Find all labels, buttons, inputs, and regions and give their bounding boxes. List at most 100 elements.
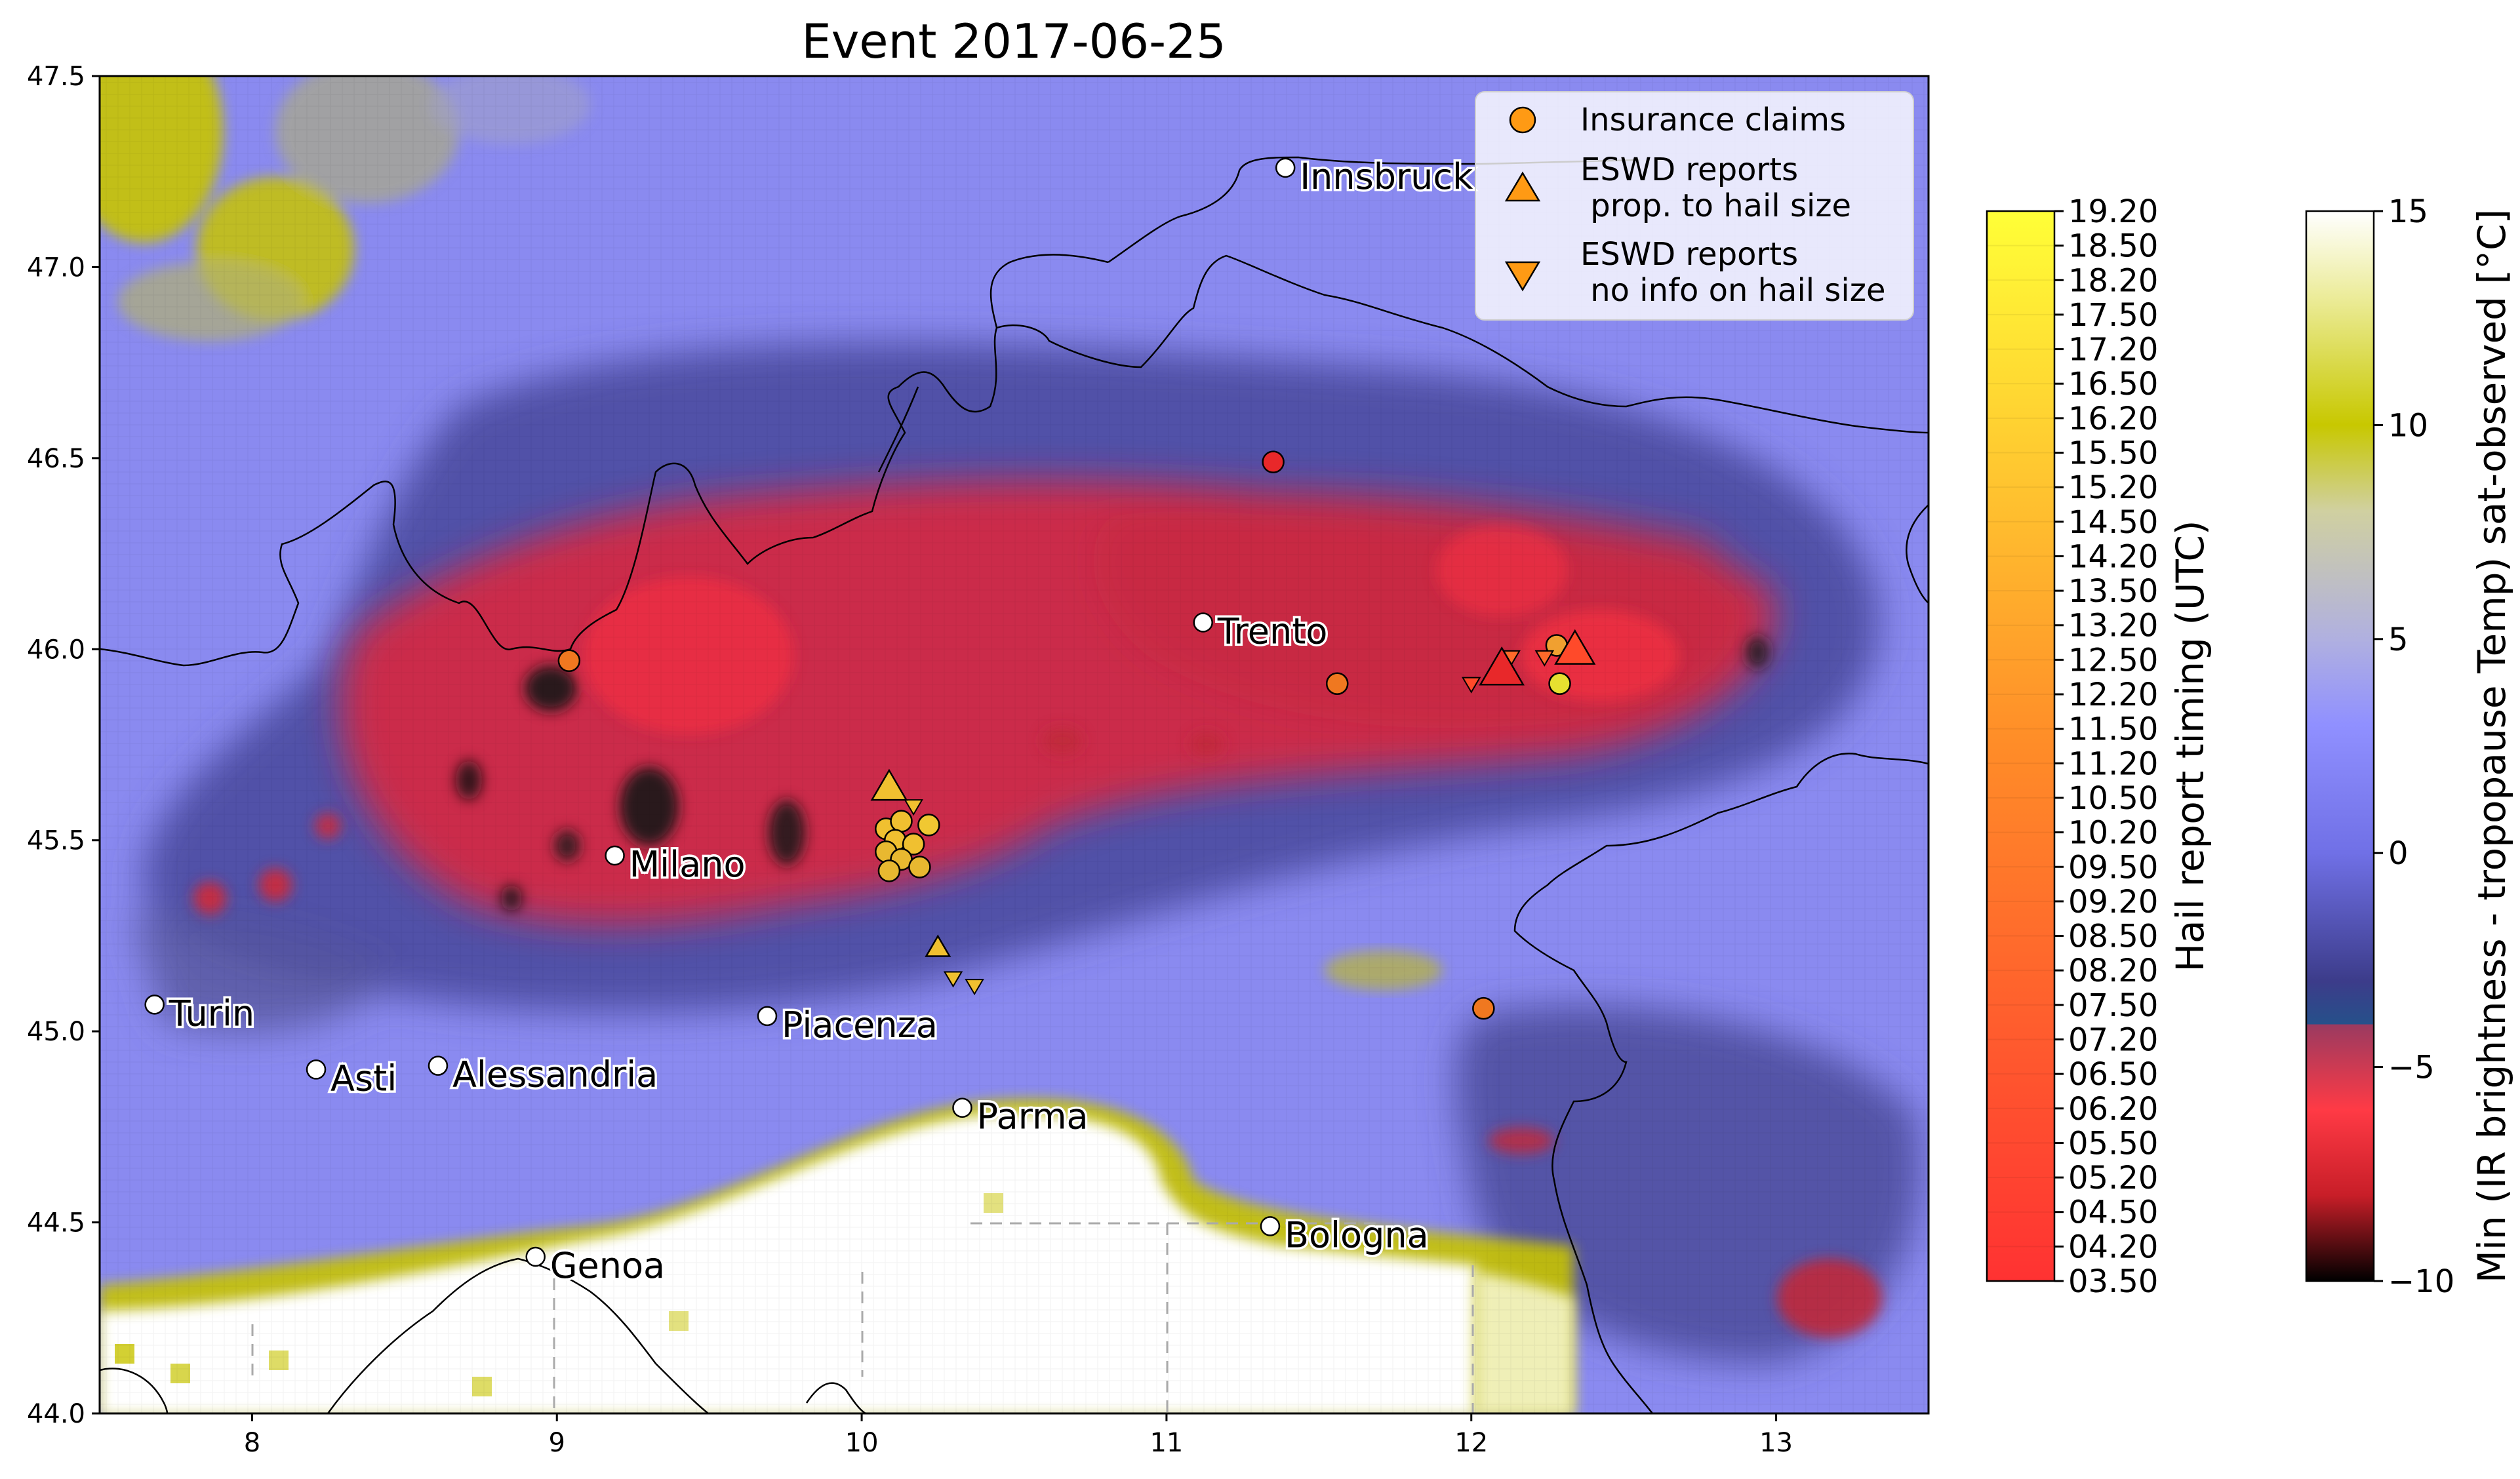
eswd-sized-marker	[1554, 629, 1596, 665]
temperature-colorbar-label: Min (IR brightness - tropopause Temp) sa…	[2470, 209, 2514, 1283]
legend-label-eswd-sized-line2: prop. to hail size	[1580, 187, 1851, 224]
x-tick-label: 8	[244, 1428, 260, 1458]
city-label: Asti	[330, 1057, 397, 1099]
timing-tick-label: 11.50	[2068, 711, 2158, 748]
insurance-claim-marker	[1472, 996, 1495, 1020]
eswd-sized-marker	[1479, 646, 1525, 686]
timing-tick-label: 07.50	[2068, 987, 2158, 1024]
city-label: Genoa	[550, 1245, 665, 1286]
x-tick-label: 12	[1454, 1428, 1488, 1458]
timing-tick-label: 10.50	[2068, 780, 2158, 817]
legend-triangle-up-marker	[1504, 171, 1541, 202]
insurance-claim-marker	[890, 810, 913, 833]
plot-frame	[98, 75, 1930, 1415]
city-label: Alessandria	[452, 1054, 658, 1095]
eswd-unsized-marker	[943, 971, 963, 988]
y-tick-label: 45.0	[27, 1017, 85, 1047]
insurance-claim-marker	[917, 814, 940, 837]
timing-tick-label: 10.20	[2068, 815, 2158, 852]
temp-tick-label: 15	[2388, 193, 2428, 230]
timing-tick-label: 08.50	[2068, 918, 2158, 955]
y-tick-label: 45.5	[27, 826, 85, 856]
y-tick-label: 47.0	[27, 252, 85, 283]
eswd-unsized-marker	[904, 799, 923, 816]
city-dot	[1275, 157, 1296, 178]
insurance-claim-marker	[1325, 672, 1349, 695]
city-label: Bologna	[1285, 1214, 1429, 1255]
timing-tick-label: 09.20	[2068, 884, 2158, 920]
timing-tick-label: 12.50	[2068, 642, 2158, 679]
timing-tick-label: 04.20	[2068, 1229, 2158, 1265]
legend-triangle-down-marker	[1504, 261, 1541, 292]
temperature-colorbar-gradient	[2306, 211, 2374, 1281]
timing-tick-label: 14.50	[2068, 504, 2158, 541]
y-tick-label: 44.0	[27, 1399, 85, 1429]
timing-tick-label: 15.20	[2068, 469, 2158, 506]
city-dot	[757, 1006, 778, 1027]
timing-tick-label: 06.20	[2068, 1091, 2158, 1128]
city-label: Turin	[169, 993, 254, 1034]
timing-colorbar-ticks: 19.2018.5018.2017.5017.2016.5016.2015.50…	[2054, 193, 2158, 1300]
chart-title: Event 2017-06-25	[801, 14, 1226, 69]
timing-colorbar: 19.2018.5018.2017.5017.2016.5016.2015.50…	[1986, 193, 2212, 1300]
timing-tick-label: 15.50	[2068, 435, 2158, 472]
timing-colorbar-label: Hail report timing (UTC)	[2168, 520, 2212, 972]
insurance-claim-marker	[908, 856, 931, 878]
timing-tick-label: 14.20	[2068, 538, 2158, 575]
temp-tick-label: −5	[2388, 1050, 2435, 1086]
city-dot	[428, 1055, 449, 1076]
timing-tick-label: 19.20	[2068, 193, 2158, 230]
eswd-unsized-marker	[965, 979, 984, 996]
legend-label-eswd-unsized: ESWD reports	[1580, 236, 1798, 273]
x-tick-label: 9	[549, 1428, 565, 1458]
insurance-claim-marker	[1548, 672, 1571, 695]
timing-tick-label: 08.20	[2068, 953, 2158, 989]
legend-label-eswd-sized: ESWD reports	[1580, 151, 1798, 188]
legend-label-eswd-sized-2: prop. to hail size	[1580, 187, 1851, 224]
timing-tick-label: 13.20	[2068, 608, 2158, 644]
timing-tick-label: 06.50	[2068, 1056, 2158, 1093]
legend-label-eswd-unsized-2: no info on hail size	[1580, 272, 1885, 309]
timing-tick-label: 16.20	[2068, 401, 2158, 437]
timing-tick-label: 05.20	[2068, 1160, 2158, 1196]
city-label: Parma	[976, 1096, 1088, 1137]
temp-tick-label: −10	[2388, 1263, 2454, 1300]
city-label: Milano	[630, 844, 746, 885]
insurance-claim-marker	[877, 859, 901, 882]
city-dot	[605, 845, 625, 866]
timing-tick-label: 18.20	[2068, 262, 2158, 299]
legend-label-eswd-unsized-line2: no info on hail size	[1580, 272, 1885, 309]
eswd-sized-marker	[925, 934, 951, 957]
temperature-colorbar-ticks: 15 10 5 0 −5 −10	[2374, 193, 2454, 1300]
eswd-unsized-marker	[1462, 677, 1481, 694]
city-dot	[144, 995, 165, 1015]
timing-tick-label: 07.20	[2068, 1021, 2158, 1058]
legend-box	[1475, 91, 1914, 321]
insurance-claim-marker	[1262, 450, 1285, 473]
city-dot	[1193, 612, 1213, 633]
city-label: Trento	[1217, 610, 1328, 652]
timing-colorbar-frame	[1986, 210, 2056, 1282]
legend-label-insurance: Insurance claims	[1580, 102, 1846, 138]
temperature-colorbar-frame	[2305, 210, 2375, 1282]
timing-tick-label: 13.50	[2068, 573, 2158, 610]
timing-tick-label: 04.50	[2068, 1194, 2158, 1231]
x-tick-label: 13	[1759, 1428, 1793, 1458]
temp-tick-label: 10	[2388, 407, 2428, 444]
timing-tick-label: 17.20	[2068, 332, 2158, 368]
city-label: Piacenza	[782, 1004, 938, 1046]
timing-tick-label: 11.20	[2068, 745, 2158, 782]
legend-label-insurance-line: Insurance claims	[1580, 102, 1846, 138]
insurance-claim-marker	[557, 649, 581, 673]
eswd-sized-marker	[870, 768, 908, 801]
legend-label-eswd-unsized-line1: ESWD reports	[1580, 236, 1798, 273]
city-dot	[525, 1246, 546, 1267]
timing-colorbar-steps	[1987, 245, 2054, 1248]
city-label: Innsbruck	[1300, 156, 1473, 197]
insurance-claim-marker	[902, 833, 925, 856]
timing-colorbar-gradient	[1987, 211, 2054, 1281]
temperature-colorbar: 15 10 5 0 −5 −10 Min (IR brightness - tropopa…	[2305, 193, 2514, 1300]
x-tick-label: 10	[845, 1428, 879, 1458]
legend-label-eswd-sized-line1: ESWD reports	[1580, 151, 1798, 188]
